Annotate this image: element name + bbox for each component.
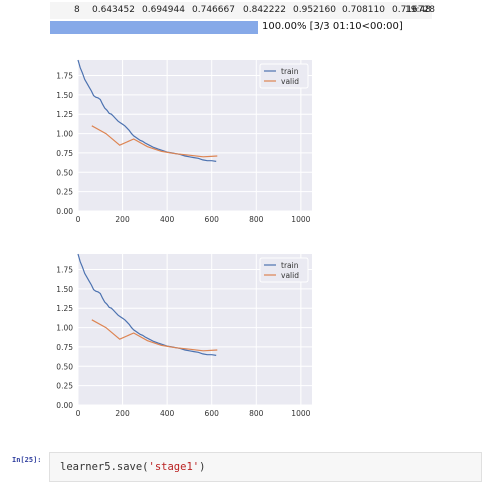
series-line-valid (91, 125, 218, 158)
x-tick-label: 200 (115, 215, 130, 224)
legend-label: train (281, 261, 299, 270)
y-tick-label: 0.25 (56, 188, 73, 197)
code-suffix: ) (199, 461, 206, 473)
code-cell[interactable]: learner5.save('stage1') (49, 452, 482, 482)
y-tick-label: 1.00 (56, 324, 73, 333)
x-tick-label: 200 (115, 409, 130, 418)
y-tick-label: 0.50 (56, 168, 73, 177)
progress-text: 100.00% [3/3 01:10<00:00] (262, 21, 403, 32)
cell-time: 19:48 (405, 5, 431, 15)
y-tick-label: 1.25 (56, 110, 73, 119)
y-tick-label: 1.25 (56, 304, 73, 313)
legend-box (259, 257, 309, 283)
cell-metric1: 0.746667 (192, 5, 235, 15)
x-tick-label: 1000 (291, 215, 310, 224)
cell-metric4: 0.708110 (342, 5, 385, 15)
legend-box (259, 63, 309, 89)
code-line: learner5.save('stage1') (60, 461, 205, 473)
series-line-valid (91, 319, 218, 352)
legend-label: train (281, 67, 299, 76)
legend-label: valid (281, 271, 299, 280)
cell-valid-loss: 0.694944 (142, 5, 185, 15)
y-tick-label: 0.75 (56, 149, 73, 158)
x-tick-label: 400 (160, 409, 175, 418)
cell-epoch: 8 (74, 5, 80, 15)
x-tick-label: 0 (76, 409, 81, 418)
y-tick-label: 1.75 (56, 265, 73, 274)
cell-metric2: 0.842222 (243, 5, 286, 15)
cell-metric3: 0.952160 (293, 5, 336, 15)
y-tick-label: 0.00 (56, 207, 73, 216)
x-tick-label: 800 (249, 215, 264, 224)
y-tick-label: 0.50 (56, 362, 73, 371)
progress-bar: 100.00% [3/3 01:10<00:00] (50, 21, 432, 35)
cell-prompt: In[25]: (12, 456, 42, 464)
y-tick-label: 0.25 (56, 382, 73, 391)
code-string: 'stage1' (148, 461, 200, 473)
progress-track (50, 21, 258, 34)
loss-chart-1: 0.00 0.25 0.50 0.75 1.00 1.25 1.50 1.75 0 200 400 6… (56, 59, 312, 224)
y-tick-label: 0.75 (56, 343, 73, 352)
x-tick-label: 0 (76, 215, 81, 224)
cell-metric5: 0.716728 (392, 5, 435, 15)
x-tick-label: 600 (205, 409, 220, 418)
y-tick-label: 1.50 (56, 285, 73, 294)
x-tick-label: 600 (205, 215, 220, 224)
legend-label: valid (281, 77, 299, 86)
y-tick-label: 0.00 (56, 401, 73, 410)
y-tick-label: 1.75 (56, 71, 73, 80)
y-tick-label: 1.50 (56, 91, 73, 100)
y-tick-label: 1.00 (56, 130, 73, 139)
loss-chart-2: 0.00 0.25 0.50 0.75 1.00 1.25 1.50 1.75 0 200 400 6… (56, 253, 312, 418)
results-table-row: 8 0.643452 0.694944 0.746667 0.842222 0.… (50, 2, 435, 19)
progress-fill (50, 21, 258, 34)
x-tick-label: 1000 (291, 409, 310, 418)
x-tick-label: 400 (160, 215, 175, 224)
x-tick-label: 800 (249, 409, 264, 418)
cell-train-loss: 0.643452 (92, 5, 135, 15)
code-prefix: learner5.save( (60, 461, 149, 473)
